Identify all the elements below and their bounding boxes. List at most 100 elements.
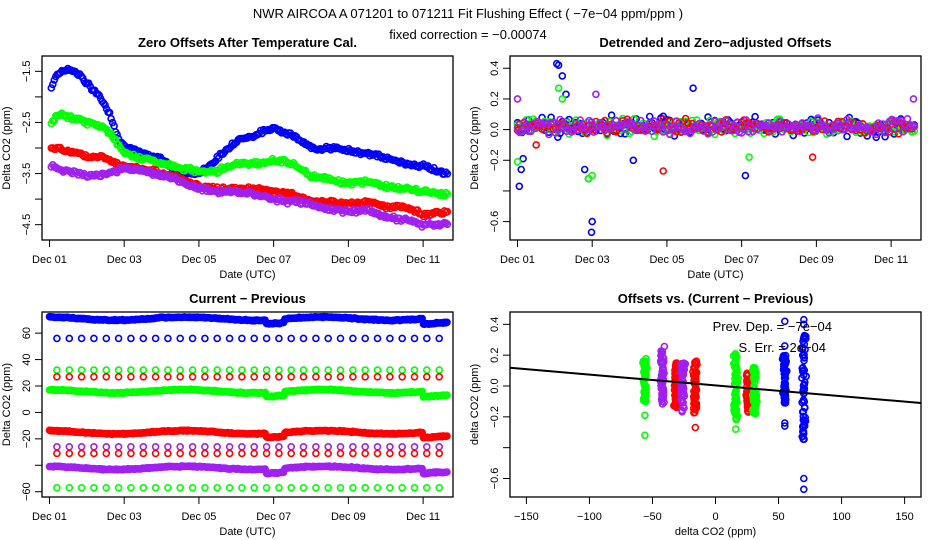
data-point-green-sparse-low	[250, 483, 258, 492]
data-point	[691, 393, 700, 402]
data-point-purple	[896, 116, 905, 125]
data-point-red-sparse-high	[77, 372, 86, 381]
x-tick-label: Dec 07	[724, 254, 759, 266]
x-tick-label: Dec 01	[32, 511, 67, 523]
data-point-red-sparse-low	[188, 449, 197, 458]
y-tick-label: 0.4	[489, 317, 501, 332]
data-point-purple	[549, 118, 558, 127]
x-tick-label: Dec 09	[799, 254, 834, 266]
data-point-red-sparse-low	[410, 449, 419, 458]
y-tick-label: 0.2	[489, 348, 501, 363]
data-point-green-sparse-high	[398, 366, 407, 374]
data-point-green	[558, 95, 567, 103]
plot-frame	[41, 55, 454, 241]
data-point-red-sparse-high	[127, 372, 135, 381]
plot-frame	[509, 311, 922, 498]
data-point-purple-sparse	[114, 442, 123, 451]
data-point-blue-sparse	[373, 334, 382, 343]
data-point	[751, 369, 759, 378]
y-tick-label: 0	[21, 409, 33, 415]
data-point	[742, 371, 751, 380]
data-point-blue	[442, 168, 450, 176]
data-point-purple	[872, 130, 881, 139]
data-point	[732, 414, 740, 423]
data-point-red-sparse-low	[312, 449, 320, 458]
y-tick-label: −1.5	[21, 60, 33, 82]
y-tick-label: −60	[21, 482, 33, 501]
data-point-red-sparse-low	[349, 449, 357, 458]
data-point-red-sparse-high	[275, 372, 283, 381]
data-point-blue	[107, 114, 115, 123]
y-tick-label: 0.2	[489, 91, 501, 106]
data-point-green-sparse-high	[188, 366, 197, 374]
data-point-purple-sparse	[410, 442, 419, 451]
data-point	[733, 378, 742, 387]
data-point	[730, 362, 739, 371]
data-point-red-sparse-low	[127, 449, 135, 458]
data-point-red	[443, 207, 452, 216]
data-point-purple	[825, 129, 833, 137]
x-tick-label: Dec 11	[406, 254, 440, 266]
x-tick-label: −150	[514, 511, 539, 523]
data-point	[781, 374, 790, 383]
data-point-red-sparse-high	[225, 372, 234, 381]
data-point-red-sparse-high	[410, 372, 419, 381]
data-point-green-sparse-low	[422, 483, 431, 492]
data-point-red-sparse-low	[90, 449, 98, 458]
data-point-red-sparse-low	[336, 449, 345, 458]
data-point-purple	[621, 125, 629, 133]
data-point-green-sparse-high	[275, 366, 283, 374]
data-point-blue	[443, 170, 452, 178]
data-point-blue-sparse	[386, 334, 394, 343]
data-point-purple-sparse	[213, 442, 221, 451]
data-point-green-sparse-high	[176, 366, 184, 374]
x-tick-label: Dec 03	[107, 511, 142, 523]
data-point-purple	[879, 120, 887, 128]
data-point-purple-sparse	[435, 442, 444, 451]
data-point-red-sparse-low	[114, 449, 123, 458]
data-point-red-sparse-high	[176, 372, 184, 381]
data-point-red-sparse-high	[373, 372, 382, 381]
x-tick-label: −50	[643, 511, 662, 523]
data-point-red-sparse-low	[287, 449, 296, 458]
data-point-green	[554, 84, 563, 92]
data-point-purple	[811, 126, 820, 135]
x-tick-label: Dec 03	[107, 254, 142, 266]
y-tick-label: 40	[21, 353, 33, 365]
y-axis-label: Delta CO2 (ppm)	[1, 106, 13, 189]
data-point-red-sparse-high	[188, 372, 197, 381]
data-point-red-sparse-low	[77, 449, 86, 458]
data-point	[730, 401, 738, 410]
data-point-blue-sparse	[287, 334, 296, 343]
data-point	[780, 317, 789, 326]
data-point-purple	[708, 128, 717, 136]
data-point-blue	[228, 139, 236, 147]
data-point-red-sparse-high	[164, 372, 172, 381]
y-tick-label: −0.2	[489, 149, 501, 171]
data-point-red-sparse-high	[299, 372, 308, 381]
data-point-green-sparse-high	[238, 366, 246, 374]
data-point-green-sparse-low	[65, 483, 74, 492]
data-point-red-sparse-high	[312, 372, 320, 381]
data-point-green-sparse-high	[361, 366, 370, 374]
data-point-red-sparse-high	[238, 372, 246, 381]
x-axis-label: Date (UTC)	[219, 269, 275, 281]
data-point	[658, 347, 667, 356]
data-point	[659, 358, 668, 367]
data-point-green-sparse-low	[102, 483, 111, 492]
data-point-purple-sparse	[361, 442, 370, 451]
y-axis-label: Delta CO2 (ppm)	[1, 363, 13, 446]
x-tick-label: Dec 11	[874, 254, 908, 266]
y-tick-label: −3.5	[21, 163, 33, 185]
y-axis-label: delta CO2 (ppm)	[469, 364, 481, 445]
y-tick-label: −20	[21, 430, 33, 449]
data-point-blue-sparse	[53, 334, 61, 343]
data-point-red-sparse-low	[324, 449, 333, 458]
data-point-red-sparse-low	[262, 449, 271, 458]
data-point-blue	[588, 217, 597, 226]
data-point	[642, 354, 650, 363]
data-point-green-sparse-low	[336, 483, 345, 492]
data-point	[658, 368, 667, 376]
data-point	[691, 401, 700, 409]
data-point	[657, 357, 666, 366]
